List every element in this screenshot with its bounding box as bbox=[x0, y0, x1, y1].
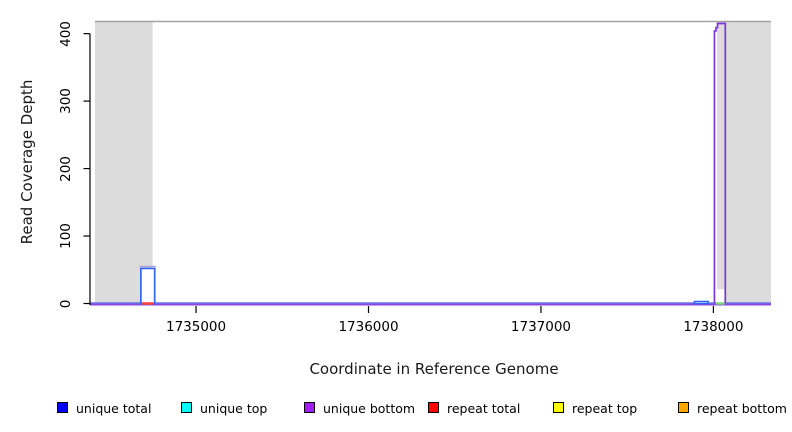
x-tick-label: 1737000 bbox=[510, 319, 572, 335]
x-tick-label: 1738000 bbox=[683, 319, 744, 335]
legend-label: unique bottom bbox=[323, 401, 416, 416]
x-axis-title: Coordinate in Reference Genome bbox=[309, 360, 559, 378]
x-tick-label: 1735000 bbox=[165, 319, 227, 335]
coverage-spike-outline bbox=[713, 22, 727, 304]
y-tick-label: 100 bbox=[58, 223, 74, 249]
legend-label: unique top bbox=[200, 401, 268, 416]
legend-label: repeat bottom bbox=[697, 401, 787, 416]
legend-label: repeat total bbox=[447, 401, 521, 416]
legend-swatch-icon bbox=[57, 402, 68, 413]
y-tick-label: 400 bbox=[58, 20, 74, 47]
y-tick-label: 0 bbox=[58, 299, 74, 308]
spike-base-patch bbox=[716, 289, 725, 304]
coverage-box-3 bbox=[693, 300, 709, 305]
legend-swatch-icon bbox=[181, 402, 192, 413]
y-tick-label: 200 bbox=[58, 155, 74, 182]
legend-swatch-icon bbox=[678, 402, 689, 413]
legend-swatch-icon bbox=[553, 402, 564, 413]
legend-label: unique total bbox=[76, 401, 152, 416]
coverage-box-1 bbox=[140, 267, 156, 305]
legend-label: repeat top bbox=[572, 401, 638, 416]
legend-swatch-icon bbox=[428, 402, 439, 413]
y-axis-title: Read Coverage Depth bbox=[18, 79, 36, 245]
masked-region-0 bbox=[95, 21, 153, 304]
x-tick-label: 1736000 bbox=[338, 319, 399, 335]
legend-swatch-icon bbox=[304, 402, 315, 413]
y-tick-label: 300 bbox=[58, 88, 74, 114]
